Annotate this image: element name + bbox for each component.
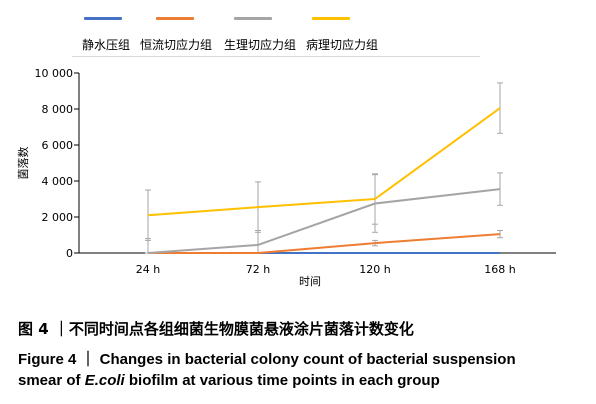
caption-text: smear of bbox=[18, 372, 85, 389]
legend-label: 恒流切应力组 bbox=[140, 38, 213, 52]
figure-caption-english-line1: Figure 4 ｜ Changes in bacterial colony c… bbox=[18, 351, 516, 368]
x-axis-title: 时间 bbox=[299, 275, 321, 288]
legend-label: 静水压组 bbox=[82, 38, 131, 52]
figure-caption-english-line2: smear of E.coli biofilm at various time … bbox=[18, 372, 440, 389]
line-chart: 0 2 000 4 000 6 000 8 000 10 000 24 h 72 h 120 h… bbox=[17, 67, 556, 288]
legend-divider bbox=[72, 56, 480, 57]
series-line bbox=[147, 188, 501, 254]
x-tick-label: 168 h bbox=[484, 263, 515, 276]
x-tick-label: 120 h bbox=[359, 263, 390, 276]
caption-text: biofilm at various time points in each g… bbox=[124, 372, 440, 389]
y-tick-label: 6 000 bbox=[42, 139, 74, 152]
legend-swatch bbox=[84, 17, 122, 20]
x-tick-label: 24 h bbox=[136, 263, 160, 276]
legend-label: 生理切应力组 bbox=[224, 38, 297, 52]
y-tick-label: 10 000 bbox=[35, 67, 74, 80]
y-tick-label: 2 000 bbox=[42, 211, 74, 224]
y-tick-label: 4 000 bbox=[42, 175, 74, 188]
caption-species: E.coli bbox=[84, 372, 125, 389]
series-line bbox=[148, 233, 501, 254]
y-axis-title: 菌落数 bbox=[17, 147, 30, 180]
legend-label: 病理切应力组 bbox=[306, 38, 379, 52]
series-line bbox=[147, 107, 501, 217]
y-tick-label: 0 bbox=[66, 247, 73, 260]
legend-swatch bbox=[312, 17, 350, 20]
legend-swatch bbox=[234, 17, 272, 20]
legend-swatch bbox=[156, 17, 194, 20]
chart-legend: 静水压组 恒流切应力组 生理切应力组 病理切应力组 bbox=[82, 8, 484, 52]
figure-caption-chinese: 图 4 ｜不同时间点各组细菌生物膜菌悬液涂片菌落计数变化 bbox=[18, 320, 414, 338]
y-tick-label: 8 000 bbox=[42, 103, 74, 116]
x-tick-label: 72 h bbox=[246, 263, 270, 276]
